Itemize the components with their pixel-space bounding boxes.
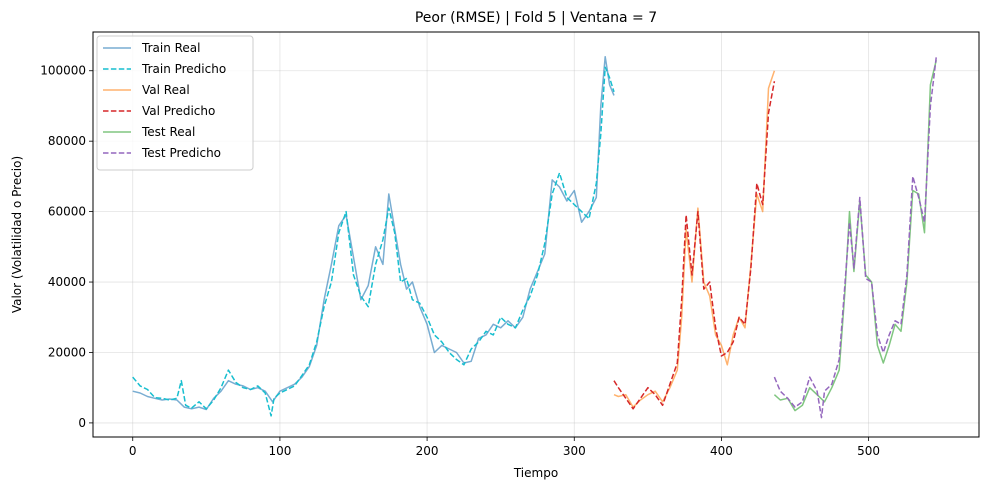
grid: [93, 32, 979, 437]
x-tick-label: 400: [710, 444, 733, 458]
legend-entry: Val Real: [142, 83, 190, 97]
legend-entry: Train Predicho: [141, 62, 226, 76]
series-line-val-predicho: [613, 81, 776, 410]
y-tick-label: 40000: [48, 275, 86, 289]
series-line-train-predicho: [132, 66, 615, 417]
y-tick-label: 0: [78, 416, 86, 430]
plot-frame: [92, 31, 980, 438]
x-axis-label: Tiempo: [513, 466, 558, 480]
y-tick-label: 100000: [40, 64, 86, 78]
axis-ticks: 0 100 200 300 400 500 0 20000 40000 60000 80000 100…: [40, 64, 880, 458]
y-tick-label: 60000: [48, 205, 86, 219]
x-tick-label: 0: [129, 444, 137, 458]
y-tick-label: 80000: [48, 134, 86, 148]
legend-entry: Test Predicho: [141, 146, 221, 160]
x-tick-label: 100: [268, 444, 291, 458]
series-lines: [132, 55, 938, 419]
chart-title: Peor (RMSE) | Fold 5 | Ventana = 7: [415, 10, 657, 26]
x-tick-label: 200: [416, 444, 439, 458]
x-tick-label: 500: [857, 444, 880, 458]
legend-entry: Train Real: [141, 41, 200, 55]
y-tick-label: 20000: [48, 345, 86, 359]
legend-entry: Val Predicho: [142, 104, 215, 118]
series-line-test-predicho: [773, 56, 938, 419]
y-axis-label: Valor (Volatilidad o Precio): [10, 156, 24, 313]
legend: Train Real Train Predicho Val Real Val Pred…: [96, 35, 254, 171]
legend-box: [96, 35, 254, 171]
legend-entry: Test Real: [141, 125, 195, 139]
x-tick-label: 300: [563, 444, 586, 458]
series-line-val-real: [613, 70, 776, 408]
